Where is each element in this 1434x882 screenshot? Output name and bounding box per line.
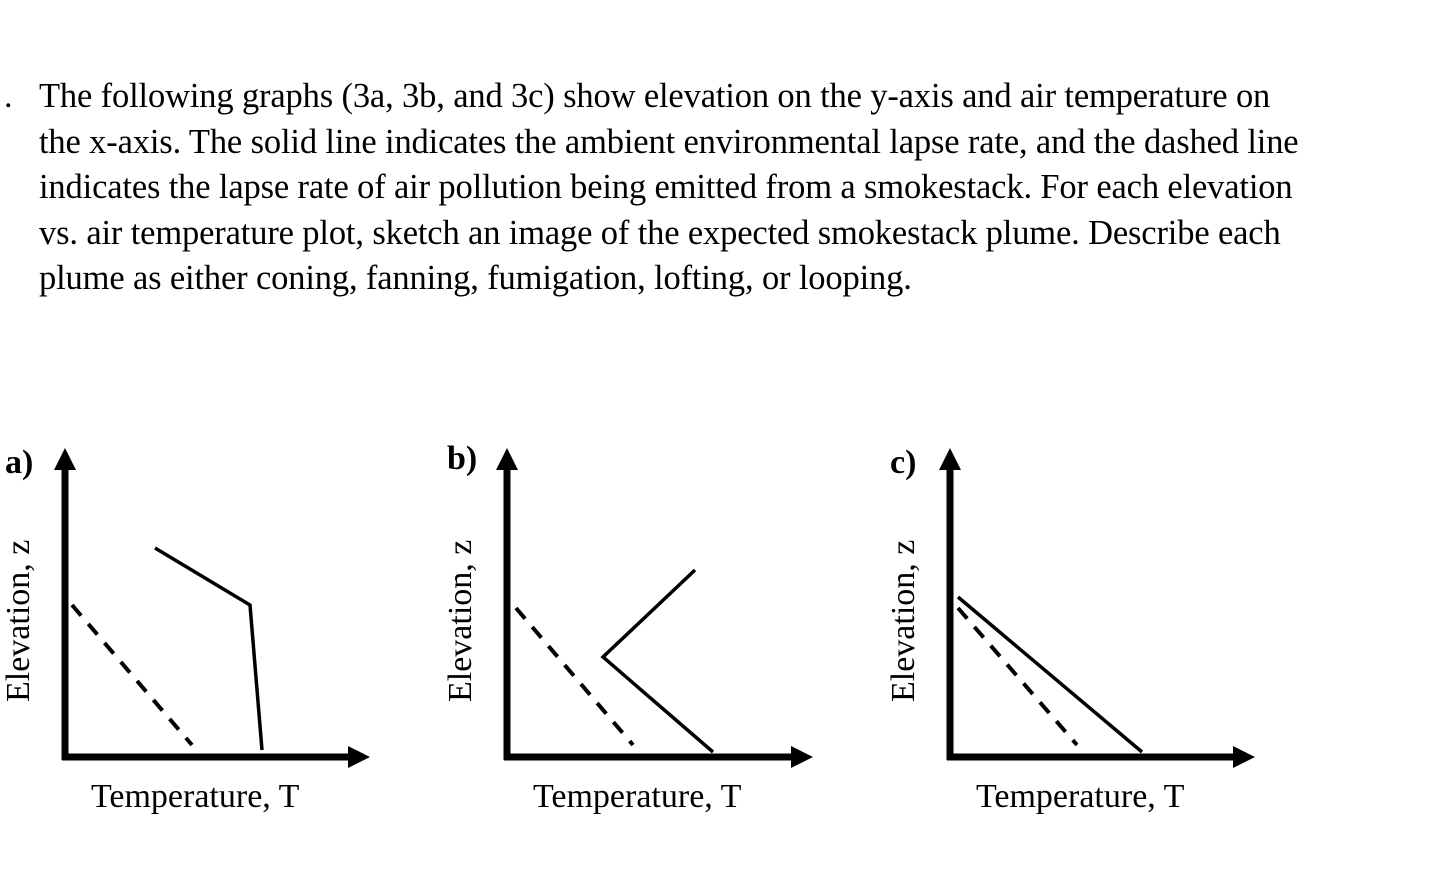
x-axis <box>62 746 370 768</box>
x-axis <box>947 746 1255 768</box>
x-axis-label: Temperature, T <box>91 778 300 815</box>
environmental-lapse-line <box>154 546 264 751</box>
plot-a: a) Elevation, z Temperature, T <box>0 430 420 830</box>
question-line: the x-axis. The solid line indicates the… <box>39 122 1299 161</box>
plume-lapse-dashed-line <box>70 603 194 747</box>
y-axis <box>496 448 518 760</box>
y-axis-arrow-icon <box>496 448 518 470</box>
question-line: vs. air temperature plot, sketch an imag… <box>39 213 1281 252</box>
plot-a-graphic <box>54 448 370 768</box>
plume-lapse-dashed-line <box>514 606 635 747</box>
x-axis-arrow-icon <box>348 746 370 768</box>
y-axis <box>939 448 961 760</box>
x-axis-arrow-icon <box>791 746 813 768</box>
question-text: The following graphs (3a, 3b, and 3c) sh… <box>39 74 1429 302</box>
plume-lapse-dashed-line <box>956 606 1079 747</box>
y-axis-label: Elevation, z <box>442 539 479 702</box>
plot-label: a) <box>5 444 34 481</box>
plot-b-graphic <box>496 448 813 768</box>
plot-c: c) Elevation, z Temperature, T <box>885 430 1305 830</box>
y-axis-label: Elevation, z <box>0 539 37 702</box>
question-line: The following graphs (3a, 3b, and 3c) sh… <box>39 77 1271 115</box>
y-axis-arrow-icon <box>54 448 76 470</box>
plot-b: b) Elevation, z Temperature, T <box>442 430 862 830</box>
question-bullet: . <box>4 78 13 115</box>
x-axis-label: Temperature, T <box>976 778 1185 815</box>
environmental-lapse-line <box>600 568 715 754</box>
x-axis <box>504 746 813 768</box>
plot-label: b) <box>447 440 478 477</box>
y-axis <box>54 448 76 760</box>
plot-c-graphic <box>939 448 1255 768</box>
x-axis-label: Temperature, T <box>533 778 742 815</box>
plot-label: c) <box>890 444 917 481</box>
y-axis-label: Elevation, z <box>885 539 922 702</box>
question-line: indicates the lapse rate of air pollutio… <box>39 168 1293 206</box>
x-axis-arrow-icon <box>1233 746 1255 768</box>
question-line: plume as either coning, fanning, fumigat… <box>39 259 912 297</box>
y-axis-arrow-icon <box>939 448 961 470</box>
environmental-lapse-line <box>956 595 1144 754</box>
